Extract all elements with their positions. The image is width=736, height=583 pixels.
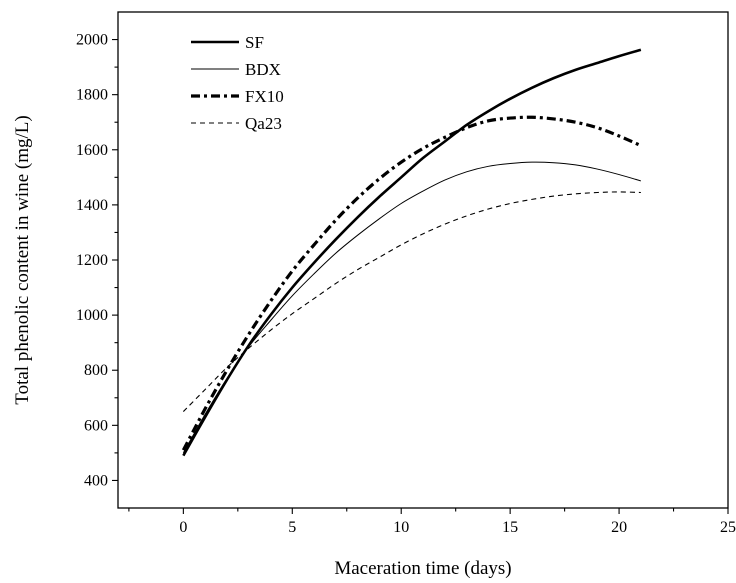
y-tick-label: 1000 [76, 307, 108, 324]
legend: SF BDX FX10 Qa23 [191, 33, 284, 133]
x-tick-label: 25 [720, 519, 736, 536]
series-line-qa23 [182, 191, 641, 412]
legend-label-qa23: Qa23 [245, 114, 282, 133]
axis-ticks: 0 5 10 15 20 25 400 600 800 1000 1200 1400 1600 1800 2… [76, 32, 736, 536]
x-tick-label: 20 [611, 519, 627, 536]
y-tick-label: 1200 [76, 252, 108, 269]
x-tick-label: 0 [179, 519, 187, 536]
x-tick-label: 5 [288, 519, 296, 536]
y-tick-label: 1600 [76, 142, 108, 159]
legend-label-sf: SF [245, 33, 264, 52]
y-tick-label: 800 [84, 362, 108, 379]
x-axis-title: Maceration time (days) [334, 558, 511, 579]
y-tick-label: 2000 [76, 32, 108, 49]
plot-area [117, 11, 729, 509]
y-tick-label: 600 [84, 417, 108, 434]
legend-label-bdx: BDX [245, 60, 281, 79]
series-line-bdx [182, 161, 642, 454]
y-tick-label: 1800 [76, 87, 108, 104]
x-tick-label: 15 [502, 519, 518, 536]
x-tick-label: 10 [393, 519, 409, 536]
legend-label-fx10: FX10 [245, 87, 284, 106]
plot-frame [117, 11, 729, 509]
series-line-sf [182, 48, 642, 457]
y-axis-title: Total phenolic content in wine (mg/L) [12, 115, 33, 404]
series-lines [181, 48, 642, 457]
y-tick-label: 1400 [76, 197, 108, 214]
y-tick-label: 400 [84, 472, 108, 489]
